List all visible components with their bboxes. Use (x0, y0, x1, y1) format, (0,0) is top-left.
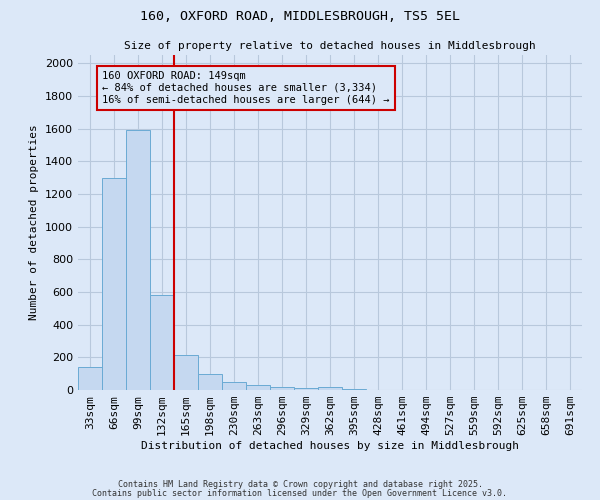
Bar (198, 374, 222, 390)
Text: Contains HM Land Registry data © Crown copyright and database right 2025.: Contains HM Land Registry data © Crown c… (118, 480, 482, 489)
Text: 160, OXFORD ROAD, MIDDLESBROUGH, TS5 5EL: 160, OXFORD ROAD, MIDDLESBROUGH, TS5 5EL (140, 10, 460, 23)
Bar (126, 130, 150, 390)
Bar (294, 388, 318, 390)
Text: Contains public sector information licensed under the Open Government Licence v3: Contains public sector information licen… (92, 488, 508, 498)
Bar (246, 386, 270, 390)
Y-axis label: Number of detached properties: Number of detached properties (29, 124, 40, 320)
Bar (270, 387, 294, 390)
Bar (174, 355, 198, 390)
X-axis label: Distribution of detached houses by size in Middlesbrough: Distribution of detached houses by size … (141, 441, 519, 451)
Bar (222, 382, 246, 390)
Title: Size of property relative to detached houses in Middlesbrough: Size of property relative to detached ho… (124, 42, 536, 51)
Bar (102, 178, 126, 390)
Bar (78, 367, 102, 390)
Bar (342, 389, 366, 390)
Text: 160 OXFORD ROAD: 149sqm
← 84% of detached houses are smaller (3,334)
16% of semi: 160 OXFORD ROAD: 149sqm ← 84% of detache… (102, 72, 389, 104)
Bar (318, 387, 342, 390)
Bar (150, 295, 174, 390)
